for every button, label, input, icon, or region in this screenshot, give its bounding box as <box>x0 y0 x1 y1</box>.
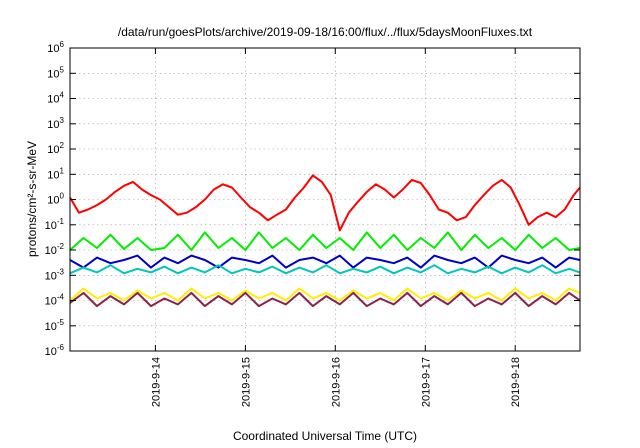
x-axis-label: Coordinated Universal Time (UTC) <box>233 429 417 443</box>
x-tick-label: 2019-9-14 <box>150 357 162 407</box>
y-axis-label: protons/cm²-s-sr-MeV <box>25 141 39 257</box>
series-line <box>69 231 581 251</box>
y-tick-label: 10-6 <box>45 343 65 358</box>
x-tick-label: 2019-9-16 <box>330 357 342 407</box>
x-tick-label: 2019-9-15 <box>240 357 252 407</box>
y-tick-label: 103 <box>47 116 64 131</box>
y-tick-label: 106 <box>47 40 64 55</box>
y-tick-label: 10-4 <box>45 293 65 308</box>
y-tick-label: 10-1 <box>45 217 65 232</box>
x-tick-label: 2019-9-17 <box>420 357 432 407</box>
series-line <box>69 174 581 232</box>
chart-title: /data/run/goesPlots/archive/2019-09-18/1… <box>118 25 533 39</box>
grid <box>70 48 580 351</box>
y-tick-label: 10-3 <box>45 267 65 282</box>
y-tick-label: 10-5 <box>45 318 65 333</box>
x-tick-labels: 2019-9-14 2019-9-15 2019-9-16 2019-9-17 2019… <box>150 357 522 407</box>
y-tick-label: 101 <box>47 166 64 181</box>
series-line <box>69 254 581 269</box>
plot-frame <box>69 47 581 352</box>
y-tick-label: 100 <box>47 192 64 207</box>
y-tick-labels: 10-6 10-5 10-4 10-3 10-2 10-1 100 101 102 103 104 1… <box>45 40 65 358</box>
y-tick-label: 105 <box>47 65 64 80</box>
series-line <box>69 264 581 275</box>
tick-marks <box>70 47 580 352</box>
y-tick-label: 104 <box>47 91 64 106</box>
x-tick-label: 2019-9-18 <box>510 357 522 407</box>
series-line <box>69 291 581 308</box>
y-tick-label: 102 <box>47 141 64 156</box>
series-group <box>69 174 581 308</box>
y-tick-label: 10-2 <box>45 242 65 257</box>
series-line <box>69 287 581 302</box>
